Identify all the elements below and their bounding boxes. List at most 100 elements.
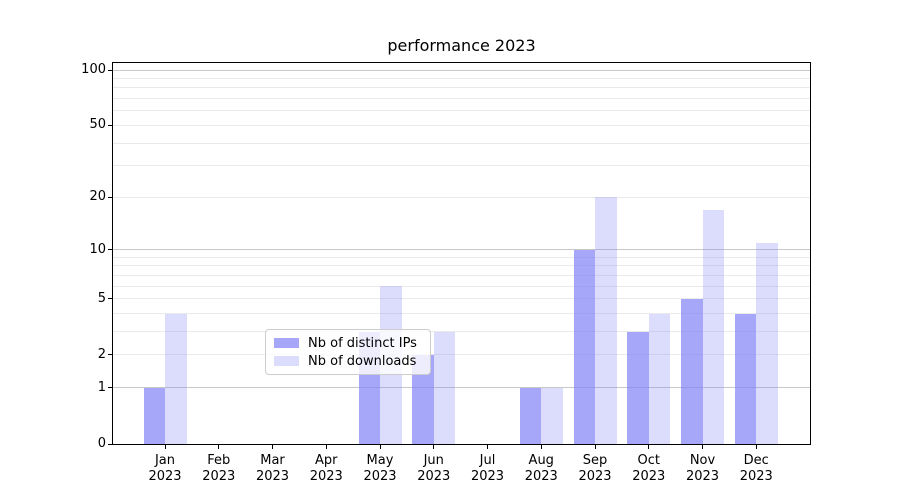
x-tick-mark	[218, 445, 220, 449]
x-tick-month: Mar	[260, 453, 285, 468]
bar-distinct-ips-aug	[519, 387, 542, 444]
x-tick-label-mar: Mar 2023	[243, 453, 303, 485]
x-tick-label-dec: Dec 2023	[726, 453, 786, 485]
gridline-major	[113, 69, 810, 71]
legend: Nb of distinct IPs Nb of downloads	[265, 329, 431, 375]
x-tick-month: Nov	[689, 453, 716, 468]
x-tick-year: 2023	[524, 469, 558, 484]
y-tick-label-1: 1	[97, 379, 106, 395]
bar-downloads-dec	[756, 242, 778, 444]
x-tick-year: 2023	[739, 469, 773, 484]
y-tick-label-0: 0	[97, 436, 106, 451]
x-tick-month: Oct	[637, 453, 660, 468]
y-tick-mark	[108, 69, 112, 71]
x-tick-label-apr: Apr 2023	[296, 453, 356, 485]
x-tick-month: Aug	[528, 453, 554, 468]
y-tick-label-2: 2	[97, 346, 106, 362]
x-tick-month: Sep	[582, 453, 608, 468]
legend-label-downloads: Nb of downloads	[308, 353, 417, 369]
bar-downloads-oct	[648, 313, 671, 444]
x-tick-label-jan: Jan 2023	[135, 453, 195, 485]
x-tick-year: 2023	[148, 469, 182, 484]
x-tick-year: 2023	[309, 469, 343, 484]
x-tick-year: 2023	[363, 469, 397, 484]
gridline-minor	[113, 77, 810, 79]
x-tick-month: Jun	[423, 453, 444, 468]
gridline-minor	[113, 98, 810, 100]
gridline-minor	[113, 285, 810, 287]
gridline-minor	[113, 142, 810, 144]
legend-swatch-distinct-ips	[274, 338, 299, 348]
x-tick-label-nov: Nov 2023	[673, 453, 733, 485]
legend-row-distinct-ips: Nb of distinct IPs	[274, 334, 430, 352]
x-tick-year: 2023	[255, 469, 290, 484]
gridline-minor	[113, 265, 810, 267]
bar-downloads-aug	[541, 387, 563, 444]
x-tick-label-jun: Jun 2023	[404, 453, 464, 485]
x-tick-mark	[702, 445, 703, 449]
x-tick-label-sep: Sep 2023	[565, 453, 625, 485]
x-tick-mark	[755, 445, 757, 449]
x-tick-mark	[648, 445, 650, 449]
y-tick-mark	[108, 249, 112, 251]
bar-distinct-ips-jun	[412, 354, 434, 444]
x-tick-month: Feb	[207, 453, 231, 468]
y-tick-mark	[108, 387, 112, 389]
gridline-minor	[113, 298, 810, 300]
chart-title: performance 2023	[387, 36, 536, 55]
bar-distinct-ips-nov	[681, 298, 703, 444]
x-tick-month: Dec	[743, 453, 769, 468]
gridline-minor	[113, 274, 810, 276]
x-tick-year: 2023	[202, 469, 236, 484]
x-tick-label-jul: Jul 2023	[458, 453, 518, 485]
y-tick-label-10: 10	[89, 241, 106, 257]
x-tick-mark	[540, 445, 542, 449]
x-tick-year: 2023	[632, 469, 666, 484]
x-tick-mark	[325, 445, 327, 449]
x-tick-mark	[164, 445, 166, 449]
x-tick-year: 2023	[470, 469, 505, 484]
x-tick-month: Jan	[154, 453, 176, 468]
x-tick-month: Apr	[315, 453, 338, 468]
x-tick-mark	[272, 445, 273, 449]
plot-area	[112, 62, 811, 445]
x-tick-label-oct: Oct 2023	[619, 453, 679, 485]
x-tick-year: 2023	[685, 469, 720, 484]
gridline-minor	[113, 354, 810, 356]
y-tick-label-100: 100	[81, 62, 106, 77]
x-tick-year: 2023	[417, 469, 451, 484]
gridline-minor	[113, 256, 810, 258]
x-tick-year: 2023	[578, 469, 612, 484]
gridline-minor	[113, 165, 810, 167]
bar-distinct-ips-sep	[573, 249, 595, 444]
y-tick-mark	[108, 354, 112, 356]
gridline-major	[113, 387, 810, 389]
x-tick-label-feb: Feb 2023	[189, 453, 249, 485]
legend-label-distinct-ips: Nb of distinct IPs	[308, 335, 417, 351]
y-tick-mark	[108, 196, 112, 198]
gridline-minor	[113, 331, 810, 333]
gridline-minor	[113, 196, 810, 198]
bar-distinct-ips-oct	[627, 331, 649, 444]
bar-downloads-jun	[433, 331, 456, 444]
x-tick-label-aug: Aug 2023	[511, 453, 571, 485]
x-tick-mark	[379, 445, 381, 449]
bar-downloads-nov	[702, 209, 724, 444]
y-tick-label-50: 50	[89, 117, 106, 133]
gridline-minor	[113, 110, 810, 112]
bar-downloads-jan	[165, 313, 187, 444]
gridline-major	[113, 249, 810, 251]
bar-downloads-sep	[595, 197, 617, 444]
x-tick-month: May	[366, 453, 394, 468]
y-tick-label-5: 5	[97, 290, 106, 306]
x-tick-month: Jul	[479, 453, 496, 468]
bar-distinct-ips-jan	[143, 387, 165, 444]
x-tick-mark	[594, 445, 596, 449]
y-tick-mark	[108, 124, 112, 126]
gridline-minor	[113, 124, 810, 126]
gridline-minor	[113, 87, 810, 89]
legend-swatch-downloads	[274, 356, 299, 366]
y-tick-mark	[108, 298, 112, 300]
x-tick-mark	[487, 445, 488, 449]
